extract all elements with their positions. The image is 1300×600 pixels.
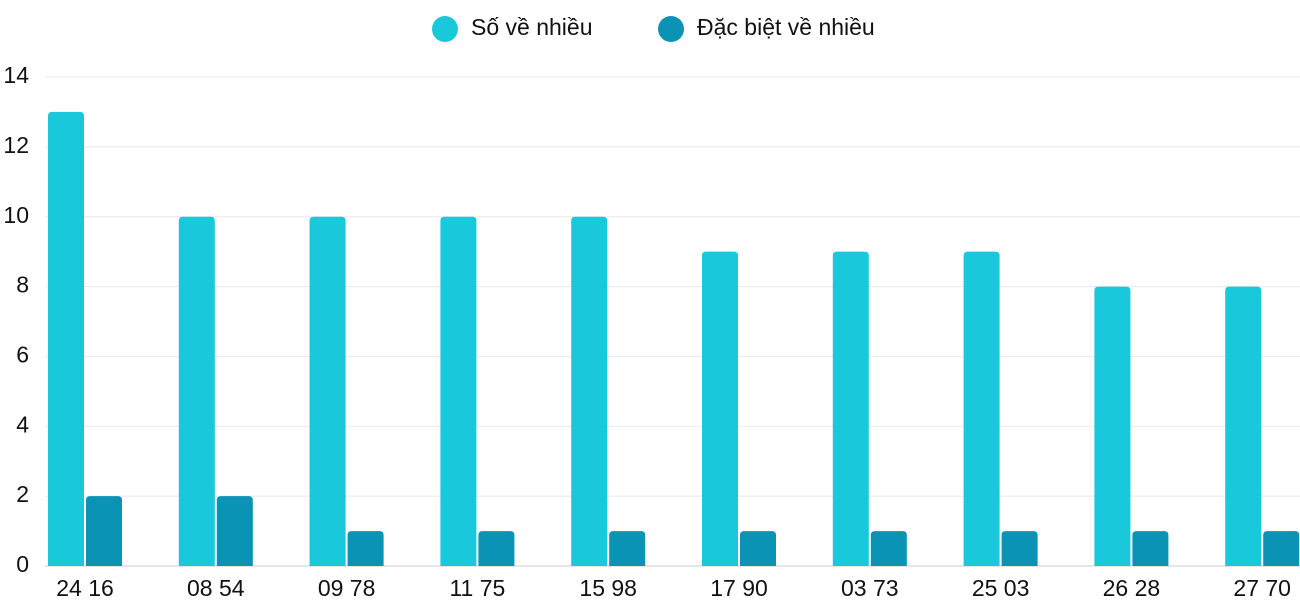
legend-label: Số về nhiều — [471, 14, 592, 40]
y-tick-label: 12 — [3, 132, 29, 158]
legend-label: Đặc biệt về nhiều — [697, 14, 875, 40]
x-tick-label: 08 54 — [187, 575, 245, 600]
bar — [478, 531, 515, 566]
x-tick-label: 11 75 — [449, 575, 505, 600]
bar — [609, 531, 646, 566]
y-tick-label: 14 — [3, 62, 29, 88]
legend-swatch — [432, 16, 458, 42]
bar — [440, 216, 477, 566]
bar — [702, 251, 738, 566]
x-tick-label: 17 90 — [710, 575, 768, 600]
x-tick-label: 24 16 — [56, 575, 114, 600]
y-tick-label: 4 — [16, 411, 29, 437]
bar — [309, 216, 346, 566]
y-tick-label: 8 — [16, 272, 29, 298]
x-tick-label: 03 73 — [841, 575, 899, 600]
bar — [86, 496, 122, 566]
y-tick-label: 6 — [16, 342, 29, 368]
x-tick-label: 26 28 — [1103, 575, 1161, 600]
bar — [1094, 286, 1131, 566]
bar — [1001, 531, 1038, 566]
bar — [48, 111, 84, 566]
x-tick-label: 09 78 — [318, 575, 376, 600]
bar — [832, 251, 869, 566]
x-tick-label: 27 70 — [1233, 575, 1291, 600]
y-tick-label: 2 — [16, 481, 29, 507]
bar — [870, 531, 907, 566]
x-tick-label: 25 03 — [972, 575, 1030, 600]
y-tick-label: 10 — [3, 202, 29, 228]
bar — [1225, 286, 1262, 566]
bar — [740, 531, 776, 566]
x-tick-label: 15 98 — [579, 575, 637, 600]
y-tick-label: 0 — [16, 551, 29, 577]
bar — [1263, 531, 1300, 566]
bar — [347, 531, 384, 566]
legend-swatch — [658, 16, 684, 42]
bar — [963, 251, 1000, 566]
bar — [1132, 531, 1169, 566]
bar — [571, 216, 608, 566]
bar — [216, 496, 253, 566]
bar — [178, 216, 215, 566]
